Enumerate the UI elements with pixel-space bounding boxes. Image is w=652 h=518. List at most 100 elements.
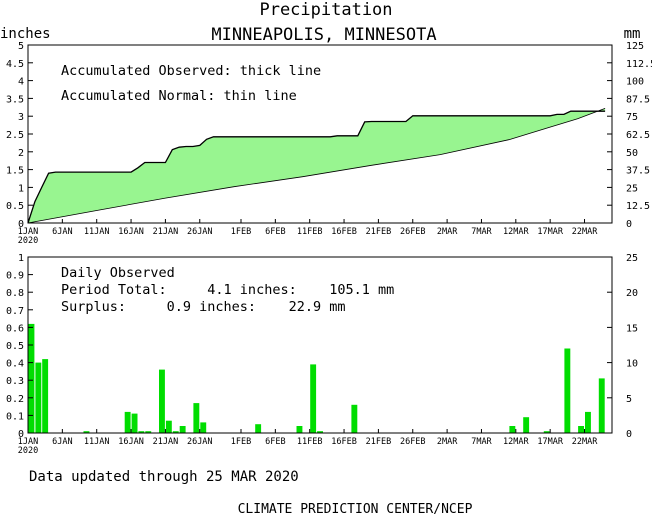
top-x-tick-label: 11FEB xyxy=(297,227,323,237)
top-x-tick-label: 7MAR xyxy=(471,227,492,237)
accumulated-observed-line xyxy=(27,110,606,224)
daily-precip-bar xyxy=(131,413,138,433)
bottom-x-tick-label: 7MAR xyxy=(471,437,492,447)
top-x-tick-label: 6FEB xyxy=(265,227,285,237)
bottom-right-tick-label: 25 xyxy=(626,253,638,264)
bottom-x-tick-label: 11JAN xyxy=(84,437,110,447)
bottom-x-tick-label: 2MAR xyxy=(437,437,458,447)
daily-precip-bar xyxy=(159,369,165,433)
top-x-tick-label: 6JAN xyxy=(52,227,72,237)
bottom-x-tick-label: 1JAN xyxy=(18,437,38,447)
top-right-tick-label: 112.5 xyxy=(626,59,652,70)
top-x-tick-label: 11JAN xyxy=(84,227,110,237)
bottom-x-year-label: 2020 xyxy=(18,446,38,456)
daily-precip-bar xyxy=(83,431,90,433)
top-left-tick-label: 2.5 xyxy=(6,130,24,141)
bottom-left-tick-label: 0.1 xyxy=(6,411,24,422)
top-x-tick-label: 16JAN xyxy=(118,227,144,237)
top-right-tick-label: 50 xyxy=(626,148,638,159)
daily-precip-bar xyxy=(543,431,550,433)
top-right-tick-label: 62.5 xyxy=(626,130,650,141)
bottom-right-tick-label: 15 xyxy=(626,323,638,334)
top-left-tick-label: 1.5 xyxy=(6,166,24,177)
daily-precip-bar xyxy=(585,411,591,433)
bottom-x-tick-label: 17MAR xyxy=(537,437,563,447)
daily-precip-bar xyxy=(165,420,172,433)
top-left-tick-label: 4 xyxy=(18,77,24,88)
top-left-tick-label: 5 xyxy=(18,41,24,52)
bottom-right-tick-label: 20 xyxy=(626,288,638,299)
daily-precip-bar xyxy=(509,426,516,433)
top-left-tick-label: 1 xyxy=(18,183,24,194)
data-updated-note: Data updated through 25 MAR 2020 xyxy=(29,469,299,485)
daily-precip-bar xyxy=(523,417,530,433)
daily-precip-bar xyxy=(145,431,152,433)
top-right-tick-label: 12.5 xyxy=(626,201,650,212)
bottom-left-tick-label: 0.4 xyxy=(6,359,24,370)
chart-title: Precipitation xyxy=(259,0,392,20)
daily-precip-bar xyxy=(179,426,186,433)
daily-precip-bar xyxy=(351,404,358,433)
top-left-axis-unit: inches xyxy=(0,26,51,42)
bottom-right-tick-label: 0 xyxy=(626,429,632,440)
bottom-left-tick-label: 0.2 xyxy=(6,394,24,405)
daily-precip-bar xyxy=(193,403,200,433)
top-right-tick-label: 37.5 xyxy=(626,166,650,177)
chart-subtitle: MINNEAPOLIS, MINNESOTA xyxy=(211,25,436,45)
bottom-x-tick-label: 26FEB xyxy=(400,437,426,447)
daily-precip-bar xyxy=(317,431,323,433)
bottom-x-tick-label: 26JAN xyxy=(187,437,213,447)
bottom-x-tick-label: 6JAN xyxy=(52,437,72,447)
daily-precip-bar xyxy=(578,426,584,433)
bottom-left-tick-label: 0.7 xyxy=(6,306,24,317)
daily-precip-bar xyxy=(42,359,49,433)
top-right-tick-label: 0 xyxy=(626,219,632,230)
daily-precip-bar xyxy=(200,422,207,433)
daily-precipitation-chart: 00.10.20.30.40.50.60.70.80.9105101520251… xyxy=(6,253,638,456)
bottom-left-tick-label: 0.9 xyxy=(6,271,24,282)
daily-precip-bar xyxy=(28,323,35,433)
top-x-tick-label: 26JAN xyxy=(187,227,213,237)
bottom-legend-line-3: Surplus: 0.9 inches: 22.9 mm xyxy=(61,299,345,315)
top-x-tick-label: 26FEB xyxy=(400,227,426,237)
top-right-tick-label: 87.5 xyxy=(626,94,650,105)
top-left-tick-label: 0 xyxy=(18,219,24,230)
accumulated-precipitation-chart: 00.511.522.533.544.55012.52537.55062.575… xyxy=(6,41,652,246)
top-x-tick-label: 1JAN xyxy=(18,227,38,237)
top-left-tick-label: 4.5 xyxy=(6,59,24,70)
top-x-tick-label: 12MAR xyxy=(503,227,529,237)
daily-precip-bar xyxy=(172,431,179,433)
bottom-left-tick-label: 0.8 xyxy=(6,288,24,299)
top-left-tick-label: 2 xyxy=(18,148,24,159)
bottom-left-tick-label: 1 xyxy=(18,253,24,264)
top-x-tick-label: 21FEB xyxy=(366,227,392,237)
daily-precip-bar xyxy=(124,411,131,433)
top-right-tick-label: 100 xyxy=(626,77,644,88)
bottom-x-tick-label: 6FEB xyxy=(265,437,285,447)
bottom-x-tick-label: 16FEB xyxy=(331,437,357,447)
top-right-axis-unit: mm xyxy=(624,26,641,42)
observed-surplus-fill xyxy=(28,108,606,223)
top-legend-line-2: Accumulated Normal: thin line xyxy=(61,88,297,104)
bottom-right-tick-label: 10 xyxy=(626,359,638,370)
bottom-x-tick-label: 11FEB xyxy=(297,437,323,447)
top-x-tick-label: 16FEB xyxy=(331,227,357,237)
bottom-x-tick-label: 16JAN xyxy=(118,437,144,447)
daily-precip-bar xyxy=(310,364,317,433)
daily-precip-bar xyxy=(296,426,303,433)
top-x-tick-label: 1FEB xyxy=(231,227,251,237)
bottom-left-tick-label: 0.3 xyxy=(6,376,24,387)
top-left-tick-label: 3 xyxy=(18,112,24,123)
top-right-tick-label: 75 xyxy=(626,112,638,123)
bottom-right-tick-label: 5 xyxy=(626,394,632,405)
daily-precip-bar xyxy=(564,348,571,433)
daily-precip-bar xyxy=(598,378,605,433)
accumulated-normal-line xyxy=(27,108,606,224)
top-left-tick-label: 3.5 xyxy=(6,94,24,105)
top-x-tick-label: 21JAN xyxy=(153,227,179,237)
bottom-legend-line-2: Period Total: 4.1 inches: 105.1 mm xyxy=(61,282,394,298)
bottom-x-tick-label: 1FEB xyxy=(231,437,251,447)
bottom-left-tick-label: 0.6 xyxy=(6,323,24,334)
bottom-x-tick-label: 12MAR xyxy=(503,437,529,447)
